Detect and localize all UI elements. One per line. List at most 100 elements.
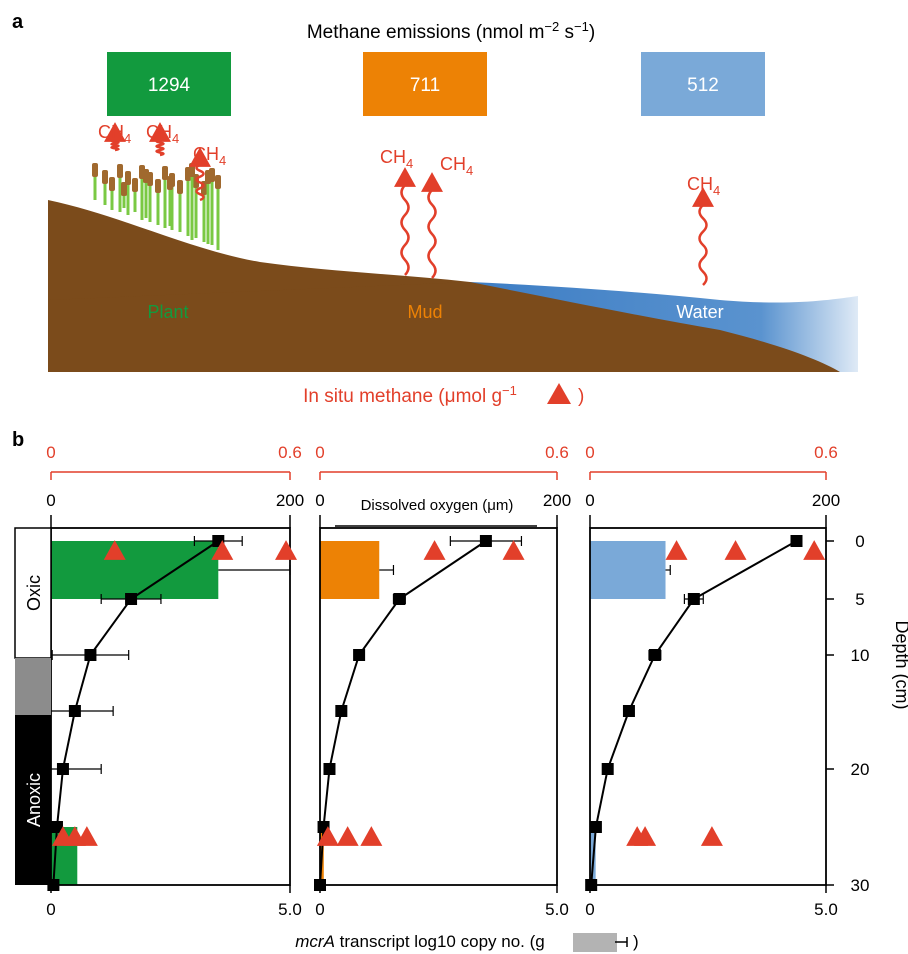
methane-arrowhead-icon [104, 122, 126, 142]
mcra-bar [51, 541, 219, 599]
reed-head [155, 179, 161, 193]
zone-oxic [14, 527, 52, 659]
insitu-methane-title: In situ methane (μmol g−1 [303, 383, 517, 407]
ch4-label: CH4 [440, 154, 473, 178]
oxygen-point [50, 821, 63, 833]
insitu-methane-triangle-icon [547, 383, 571, 404]
site-label-mud: Mud [407, 302, 442, 322]
mcra-axis-max-label: 5.0 [814, 900, 838, 919]
soil-base [48, 282, 470, 372]
methane-axis-max-label: 0.6 [545, 443, 569, 462]
emission-value-water: 512 [687, 75, 719, 96]
zone-label-anoxic: Anoxic [24, 773, 44, 827]
mcra-axis-title-end: ) [633, 932, 639, 951]
subplot-frame [319, 527, 558, 886]
depth-tick-label: 0 [855, 532, 864, 551]
subplot-water: 0 0.6 0 200 0 5.0 [585, 443, 840, 919]
methane-arrowhead-icon [189, 147, 211, 167]
reed-head [167, 176, 173, 190]
methane-squiggle [698, 204, 708, 286]
oxygen-axis-min-label: 0 [46, 491, 55, 510]
oxygen-axis-max-label: 200 [276, 491, 304, 510]
oxygen-point [125, 593, 138, 605]
oxygen-point [622, 705, 635, 717]
reed-head [102, 170, 108, 184]
reed-head [143, 169, 149, 183]
ch4-label: CH4 [146, 122, 179, 146]
methane-point-triangle [803, 540, 826, 560]
methane-squiggle [427, 189, 437, 279]
methane-point-triangle [423, 540, 446, 560]
reed-head [205, 170, 211, 184]
methane-axis-min-label: 0 [46, 443, 55, 462]
ch4-label: CH4 [687, 174, 720, 198]
oxygen-point [585, 879, 598, 891]
reed-head [177, 180, 183, 194]
emission-box-water: 512 [641, 52, 765, 116]
mcra-axis-title: mcrA transcript log10 copy no. (g [295, 932, 544, 951]
methane-arrowhead-icon [421, 172, 443, 192]
methane-axis-max-label: 0.6 [814, 443, 838, 462]
mcra-axis-min-label: 0 [315, 900, 324, 919]
methane-point-triangle [211, 540, 234, 560]
depth-tick-label: 5 [855, 590, 864, 609]
methane-point-triangle [275, 540, 298, 560]
oxygen-point [479, 535, 492, 547]
methane-arrowhead-icon [149, 122, 171, 142]
oxygen-point [393, 593, 406, 605]
emissions-title: Methane emissions (nmol m−2 s−1) [307, 19, 595, 43]
oxygen-axis-max-label: 200 [812, 491, 840, 510]
methane-point-triangle [700, 826, 723, 846]
oxygen-axis-title: Dissolved oxygen (μm) [361, 497, 514, 514]
depth-axis-title: Depth (cm) [892, 620, 908, 709]
site-label-plant: Plant [147, 302, 188, 322]
methane-point-triangle [316, 826, 339, 846]
methane-axis-min-label: 0 [585, 443, 594, 462]
mcra-axis-max-label: 5.0 [545, 900, 569, 919]
subplot-frame [589, 527, 827, 886]
oxygen-axis-max-label: 200 [543, 491, 571, 510]
methane-point-triangle [724, 540, 747, 560]
oxygen-point [790, 535, 803, 547]
methane-point-triangle [336, 826, 359, 846]
site-label-water: Water [676, 302, 723, 322]
emission-box-water-fill [641, 52, 765, 116]
methane-axis-max-label: 0.6 [278, 443, 302, 462]
emission-value-mud: 711 [410, 75, 440, 96]
oxygen-point [648, 649, 661, 661]
oxygen-axis-min-label: 0 [585, 491, 594, 510]
reed-head [121, 182, 127, 196]
reed-head [92, 163, 98, 177]
depth-tick-label: 30 [851, 876, 870, 895]
oxygen-point [68, 705, 81, 717]
zone-transition [15, 658, 51, 715]
mcra-bar [590, 541, 666, 599]
ch4-label: CH4 [380, 147, 413, 171]
methane-arrowhead-icon [394, 167, 416, 187]
reed-head [215, 175, 221, 189]
methane-squiggle [195, 163, 205, 202]
soil-under-water [470, 282, 840, 372]
methane-point-triangle [103, 540, 126, 560]
oxygen-point [353, 649, 366, 661]
ch4-label: CH4 [193, 144, 226, 168]
methane-point-triangle [634, 826, 657, 846]
subplots: 0 0.6 0 200 0 5.0 0 0.6 0 200 0 5.0 0 0.6 0 200 0 5.0 0 5 10… [24, 443, 870, 919]
methane-flux-arrows: CH4 CH4 CH4 CH4 CH4 CH4 [98, 122, 720, 286]
methane-point-triangle [360, 826, 383, 846]
methane-point-triangle [665, 540, 688, 560]
oxygen-point [589, 821, 602, 833]
methane-squiggle [400, 184, 410, 276]
oxygen-point [56, 763, 69, 775]
oxygen-point [323, 763, 336, 775]
insitu-methane-title-end: ) [578, 386, 584, 407]
mcra-axis-min-label: 0 [46, 900, 55, 919]
subplot-plant: 0 0.6 0 200 0 5.0 [24, 443, 304, 919]
oxygen-axis-min-label: 0 [315, 491, 324, 510]
reed-head [162, 166, 168, 180]
methane-point-triangle [502, 540, 525, 560]
methane-arrowhead-icon [692, 187, 714, 207]
emission-box-mud-fill [363, 52, 487, 116]
panel-a-label: a [12, 11, 24, 33]
